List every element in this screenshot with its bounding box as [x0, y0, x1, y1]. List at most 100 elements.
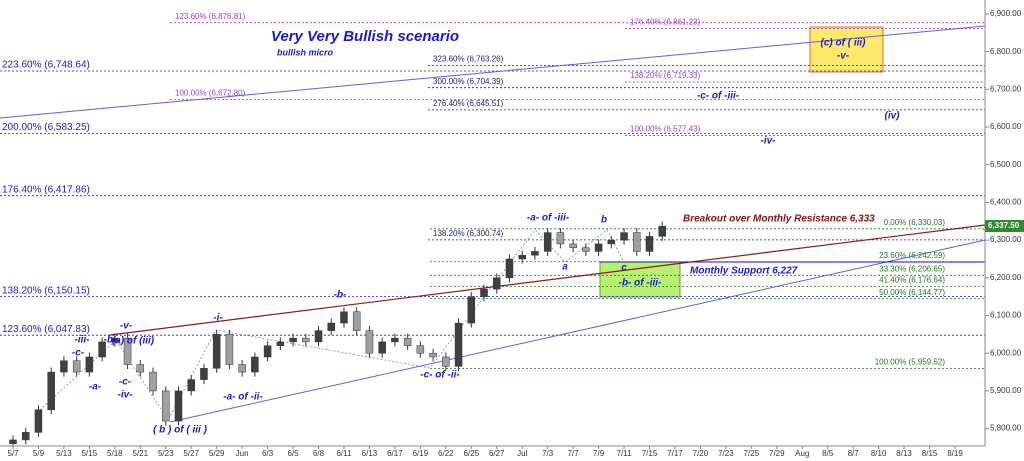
annotation: -iii- [75, 335, 91, 346]
candle-body [72, 360, 81, 373]
annotation: -iv- [761, 136, 777, 147]
candle-body [21, 432, 30, 441]
y-tick-label: 5,800.00 [990, 424, 1022, 433]
x-tick-label: 5/9 [33, 449, 45, 458]
x-tick-label: 6/22 [438, 449, 454, 458]
candle-body [633, 232, 641, 252]
fib-levels: 223.60% (6,748.64) 200.00% (6,583.25) 176.… [0, 12, 985, 369]
x-tick-label: 6/3 [262, 449, 274, 458]
fib-label: 100.00% (5,959.52) [875, 358, 946, 367]
annotation: -c- [119, 377, 132, 388]
annotation: -v- [837, 51, 850, 62]
x-tick-label: 8/13 [896, 449, 912, 458]
annotation: -v- [120, 321, 133, 332]
x-tick-label: 6/11 [336, 449, 352, 458]
fib-label: 138.20% (6,300.74) [433, 229, 504, 238]
candle-body [429, 352, 437, 358]
y-tick-label: 6,200.00 [990, 273, 1022, 282]
fib-label: 323.60% (6,763.26) [433, 55, 504, 64]
candle-body [302, 337, 310, 343]
candle-body [174, 390, 183, 422]
annotation: -a- of -iii- [527, 213, 570, 224]
x-tick-label: 6/19 [413, 449, 429, 458]
resistance-line [109, 224, 986, 336]
fib-label: 138.20% (6,719.33) [630, 71, 701, 80]
candle-body [365, 330, 374, 354]
fib-label: 50.00% (6,144.77) [879, 288, 945, 297]
candle-body [403, 337, 412, 346]
y-tick-label: 6,300.00 [990, 235, 1022, 244]
candle-body [620, 232, 628, 241]
fib-label: 200.00% (6,583.25) [2, 122, 90, 133]
fib-label: 300.00% (6,704.39) [433, 77, 504, 86]
x-tick-label: 7/15 [642, 449, 658, 458]
x-tick-label: 6/17 [387, 449, 403, 458]
x-tick-label: 6/8 [313, 449, 325, 458]
x-tick-label: 5/23 [158, 449, 174, 458]
candle-body [607, 239, 616, 245]
fib-label: 123.60% (6,047.83) [2, 324, 90, 335]
x-tick-label: 8/7 [848, 449, 860, 458]
y-tick-label: 6,800.00 [990, 47, 1022, 56]
x-tick-label: 7/7 [568, 449, 580, 458]
x-tick-label: 5/29 [209, 449, 225, 458]
lower-trend-line [169, 239, 986, 423]
fib-label: 223.60% (6,748.64) [2, 60, 90, 71]
x-tick-label: 5/27 [183, 449, 199, 458]
x-tick-label: Aug [795, 449, 809, 458]
candle-body [582, 247, 590, 252]
annotation: b [601, 215, 607, 226]
candles [9, 221, 666, 449]
candle-body [60, 360, 68, 373]
x-tick-label: 6/25 [463, 449, 479, 458]
candle-body [123, 337, 132, 365]
fib-label: 123.60% (6,876.81) [175, 12, 246, 21]
fib-label: 176.40% (6,417.86) [2, 184, 90, 195]
candle-body [645, 236, 654, 252]
candle-body [136, 364, 145, 373]
candle-body [149, 371, 157, 392]
annotation: -c- of -iii- [697, 91, 740, 102]
candle-body [289, 337, 297, 343]
candle-body [352, 311, 361, 331]
candle-body [276, 341, 285, 346]
x-tick-label: 7/20 [693, 449, 709, 458]
candle-body [594, 243, 603, 252]
fib-label: 33.30% (6,206.65) [879, 264, 945, 273]
candle-body [492, 277, 501, 290]
target-box [809, 26, 884, 73]
candle-body [391, 337, 399, 343]
fib-label: 100.00% (6,672.80) [175, 89, 246, 98]
annotation: -c- [72, 348, 85, 359]
candle-body [34, 409, 43, 433]
candle-body [518, 254, 526, 260]
y-tick-label: 6,100.00 [990, 311, 1022, 320]
candle-body [187, 379, 195, 392]
candle-body [480, 288, 488, 297]
last-price-box [985, 219, 1024, 232]
annotation: -i- [213, 313, 223, 324]
annotation: -c- of -ii- [420, 370, 460, 381]
x-tick-label: Jul [517, 449, 527, 458]
x-tick-label: 5/13 [56, 449, 72, 458]
x-tick-label: 6/27 [489, 449, 505, 458]
fib-label: 138.20% (6,150.15) [2, 285, 90, 296]
x-tick-label: 8/15 [922, 449, 938, 458]
candle-body [327, 322, 335, 331]
chart-title: Very Very Bullish scenario [271, 28, 459, 45]
candle-body [85, 356, 94, 373]
annotation: -b- [334, 290, 347, 301]
fib-label: 0.00% (6,330.03) [884, 218, 946, 227]
annotation: ( b ) of ( iii ) [153, 425, 208, 436]
candle-body [531, 251, 539, 256]
chart-subtitle: bullish micro [277, 47, 334, 57]
x-tick-label: 6/13 [362, 449, 378, 458]
annotation: -a- of -ii- [223, 392, 263, 403]
candle-body [238, 364, 246, 373]
x-tick-label: 5/7 [7, 449, 19, 458]
annotation: (a) of (iii) [112, 336, 155, 347]
last-price-label: 6,337.50 [988, 221, 1020, 230]
annotation: (c) of ( iii) [821, 38, 867, 49]
